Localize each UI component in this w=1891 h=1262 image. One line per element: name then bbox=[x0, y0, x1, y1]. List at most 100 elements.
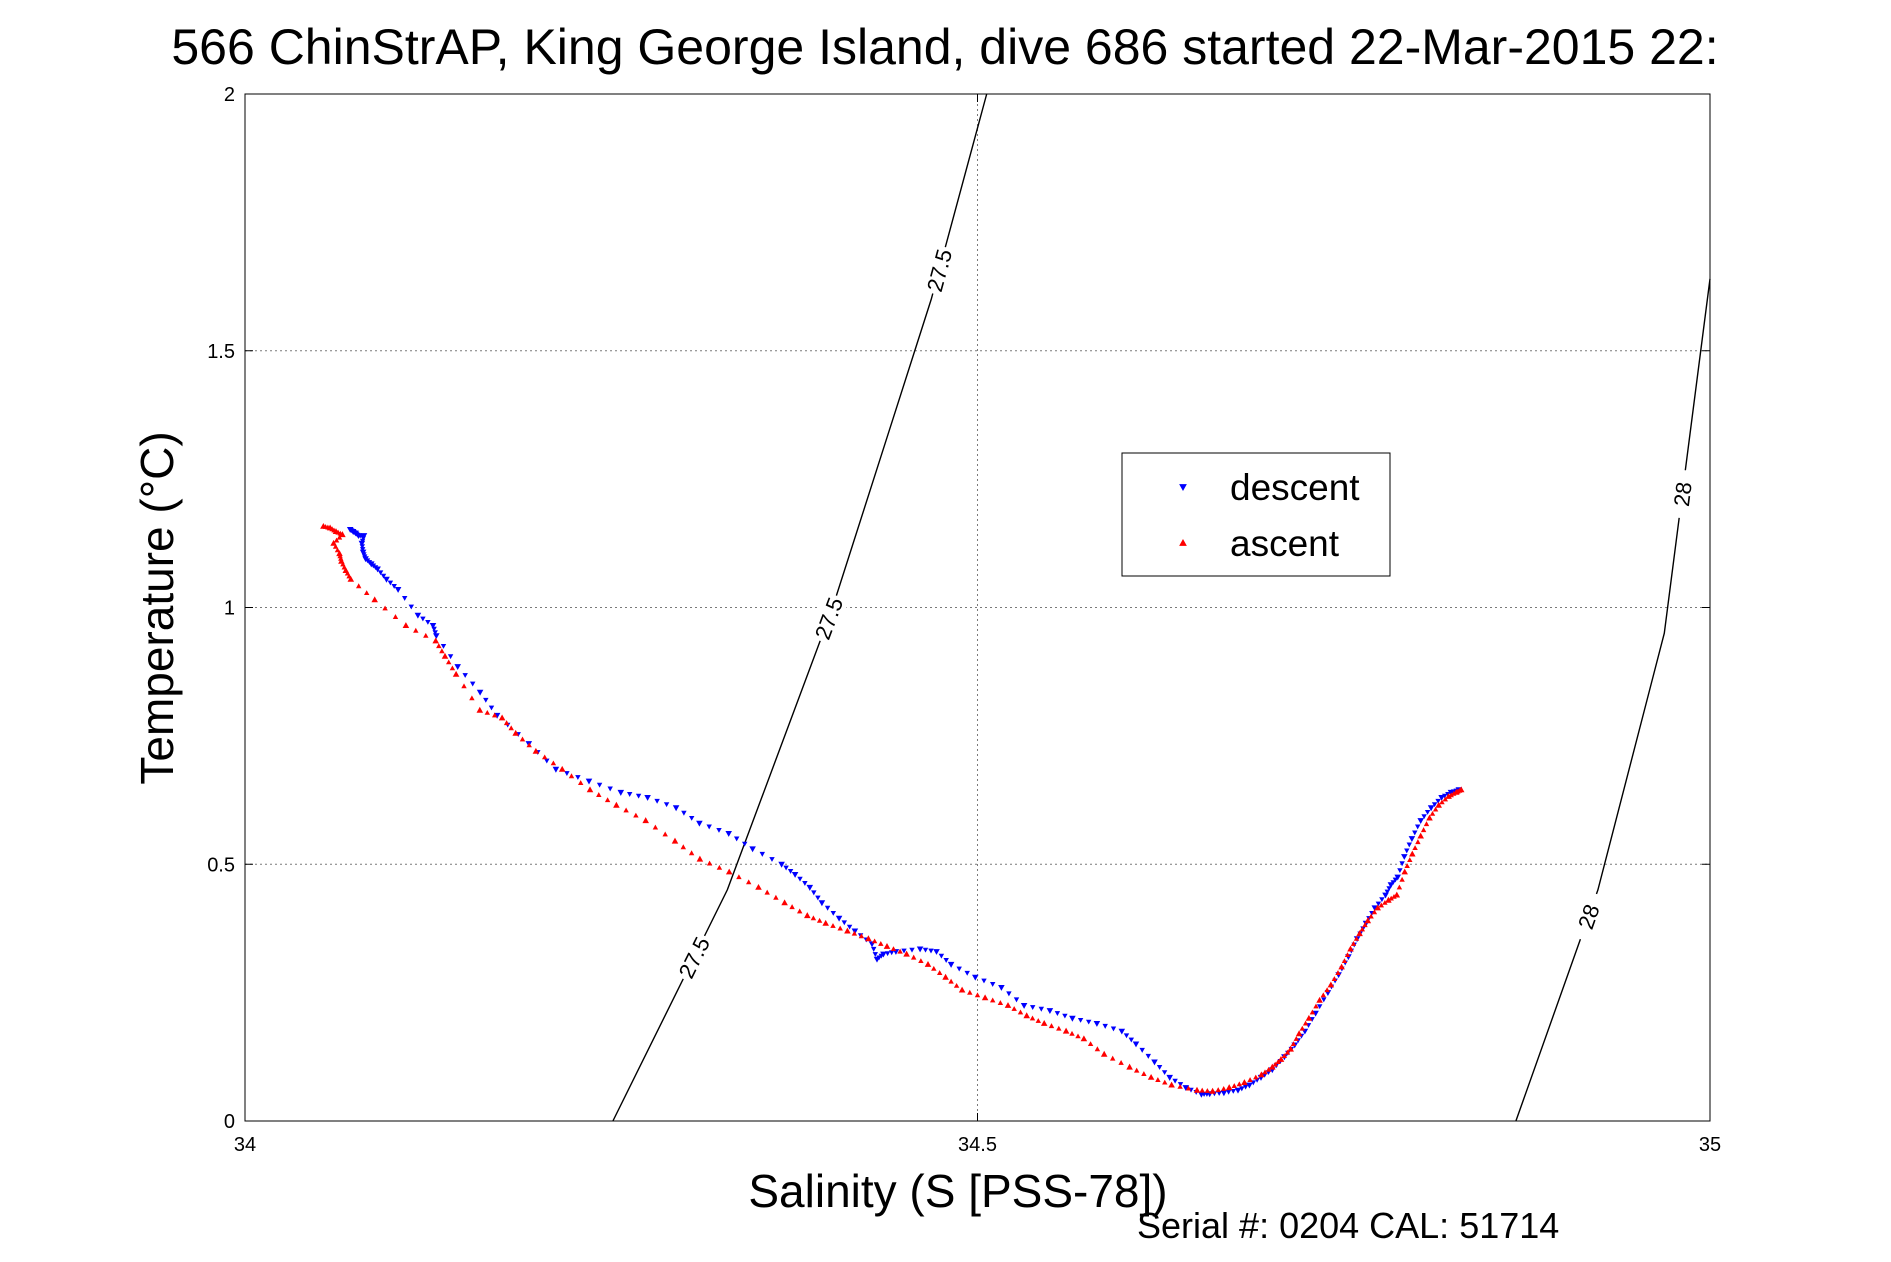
descent-point bbox=[818, 900, 826, 907]
ascent-point bbox=[931, 965, 937, 971]
ascent-point bbox=[330, 539, 337, 546]
contour-label-bg bbox=[671, 930, 717, 985]
ascent-point bbox=[1338, 963, 1345, 970]
descent-point bbox=[1128, 1037, 1135, 1043]
descent-point bbox=[943, 957, 949, 963]
ascent-point bbox=[1324, 987, 1330, 993]
ascent-point bbox=[910, 954, 917, 960]
ascent-point bbox=[773, 894, 779, 900]
ascent-point bbox=[491, 712, 498, 718]
ascent-point bbox=[858, 933, 865, 939]
descent-point bbox=[1118, 1028, 1126, 1035]
descent-point bbox=[733, 836, 740, 842]
ascent-point bbox=[1062, 1027, 1070, 1034]
descent-point bbox=[1382, 892, 1389, 899]
descent-point bbox=[922, 947, 929, 953]
ascent-point bbox=[680, 844, 687, 850]
descent-point bbox=[1038, 1006, 1045, 1012]
grid-lines bbox=[245, 94, 1710, 1121]
ascent-point bbox=[903, 950, 910, 957]
descent-point bbox=[1417, 818, 1424, 825]
ascent-point bbox=[796, 908, 803, 914]
ascent-point bbox=[484, 709, 491, 715]
descent-point bbox=[870, 946, 877, 952]
descent-point bbox=[1145, 1053, 1152, 1059]
ascent-point bbox=[688, 850, 695, 856]
ascent-point bbox=[577, 780, 584, 786]
x-tick-label: 34.5 bbox=[958, 1134, 997, 1156]
ascent-point bbox=[1023, 1012, 1030, 1019]
y-tick-label: 1.5 bbox=[207, 341, 235, 363]
ascent-point bbox=[764, 889, 770, 895]
descent-point bbox=[644, 795, 651, 801]
ascent-point bbox=[1035, 1018, 1042, 1023]
ascent-point bbox=[789, 904, 795, 910]
descent-point bbox=[769, 857, 775, 862]
descent-point bbox=[1384, 889, 1391, 895]
descent-point bbox=[433, 633, 440, 640]
descent-point bbox=[359, 547, 366, 552]
descent-point bbox=[1399, 861, 1405, 867]
ascent-point bbox=[1236, 1081, 1243, 1087]
ascent-point bbox=[1011, 1006, 1017, 1011]
descent-point bbox=[617, 789, 625, 796]
ascent-point bbox=[871, 938, 878, 944]
descent-point bbox=[1421, 814, 1427, 820]
descent-point bbox=[1077, 1017, 1084, 1023]
ascent-point bbox=[1393, 891, 1401, 898]
contour-label-bg bbox=[808, 591, 850, 646]
legend-label-descent: descent bbox=[1230, 467, 1360, 508]
x-tick-label: 34 bbox=[234, 1134, 256, 1156]
ascent-point bbox=[865, 935, 872, 942]
ascent-point bbox=[1347, 945, 1354, 952]
legend-box bbox=[1121, 452, 1391, 577]
ascent-point bbox=[1374, 904, 1381, 911]
descent-point bbox=[383, 576, 390, 583]
ascent-point bbox=[1247, 1077, 1253, 1082]
ascent-point bbox=[1341, 958, 1348, 964]
descent-point bbox=[880, 951, 887, 958]
ascent-point bbox=[1335, 970, 1341, 976]
ascent-point bbox=[816, 917, 823, 923]
y-tick-label: 0 bbox=[224, 1111, 235, 1133]
ascent-point bbox=[1069, 1030, 1075, 1036]
descent-point bbox=[1412, 830, 1418, 836]
y-tick-label: 0.5 bbox=[207, 854, 235, 876]
ascent-point bbox=[1420, 827, 1427, 833]
contour-label-28: 28 bbox=[1669, 480, 1697, 507]
descent-point bbox=[901, 948, 907, 954]
ascent-point bbox=[716, 864, 723, 870]
descent-point bbox=[876, 955, 882, 961]
descent-point bbox=[358, 540, 366, 547]
descent-point bbox=[1085, 1019, 1092, 1025]
ascent-point bbox=[633, 812, 639, 818]
ascent-point bbox=[736, 874, 742, 880]
ascent-point bbox=[623, 807, 629, 813]
ascent-point bbox=[706, 860, 713, 866]
descent-point bbox=[835, 915, 843, 922]
descent-point bbox=[447, 654, 454, 660]
ascent-point bbox=[469, 695, 475, 701]
ascent-point bbox=[371, 596, 378, 603]
legend-marker-ascent bbox=[1179, 538, 1187, 546]
descent-point bbox=[414, 612, 422, 619]
descent-point bbox=[1110, 1026, 1117, 1032]
ascent-point bbox=[1272, 1061, 1278, 1067]
ascent-point bbox=[596, 792, 602, 798]
x-axis-label: Salinity (S [PSS-78]) bbox=[748, 1165, 1167, 1217]
ascent-point bbox=[918, 958, 924, 964]
ascent-point bbox=[1126, 1063, 1133, 1070]
ascent-point bbox=[953, 982, 960, 988]
descent-point bbox=[1427, 805, 1435, 812]
ascent-point bbox=[1199, 1087, 1205, 1093]
ascent-point bbox=[476, 706, 484, 713]
ascent-point bbox=[1401, 868, 1408, 875]
descent-point bbox=[972, 974, 979, 981]
ascent-point bbox=[1327, 981, 1335, 988]
ascent-point bbox=[924, 960, 932, 967]
serial-cal-footer: Serial #: 0204 CAL: 51714 bbox=[1137, 1205, 1559, 1246]
descent-point bbox=[928, 948, 934, 954]
descent-point bbox=[431, 626, 437, 632]
ascent-point bbox=[1094, 1046, 1101, 1052]
